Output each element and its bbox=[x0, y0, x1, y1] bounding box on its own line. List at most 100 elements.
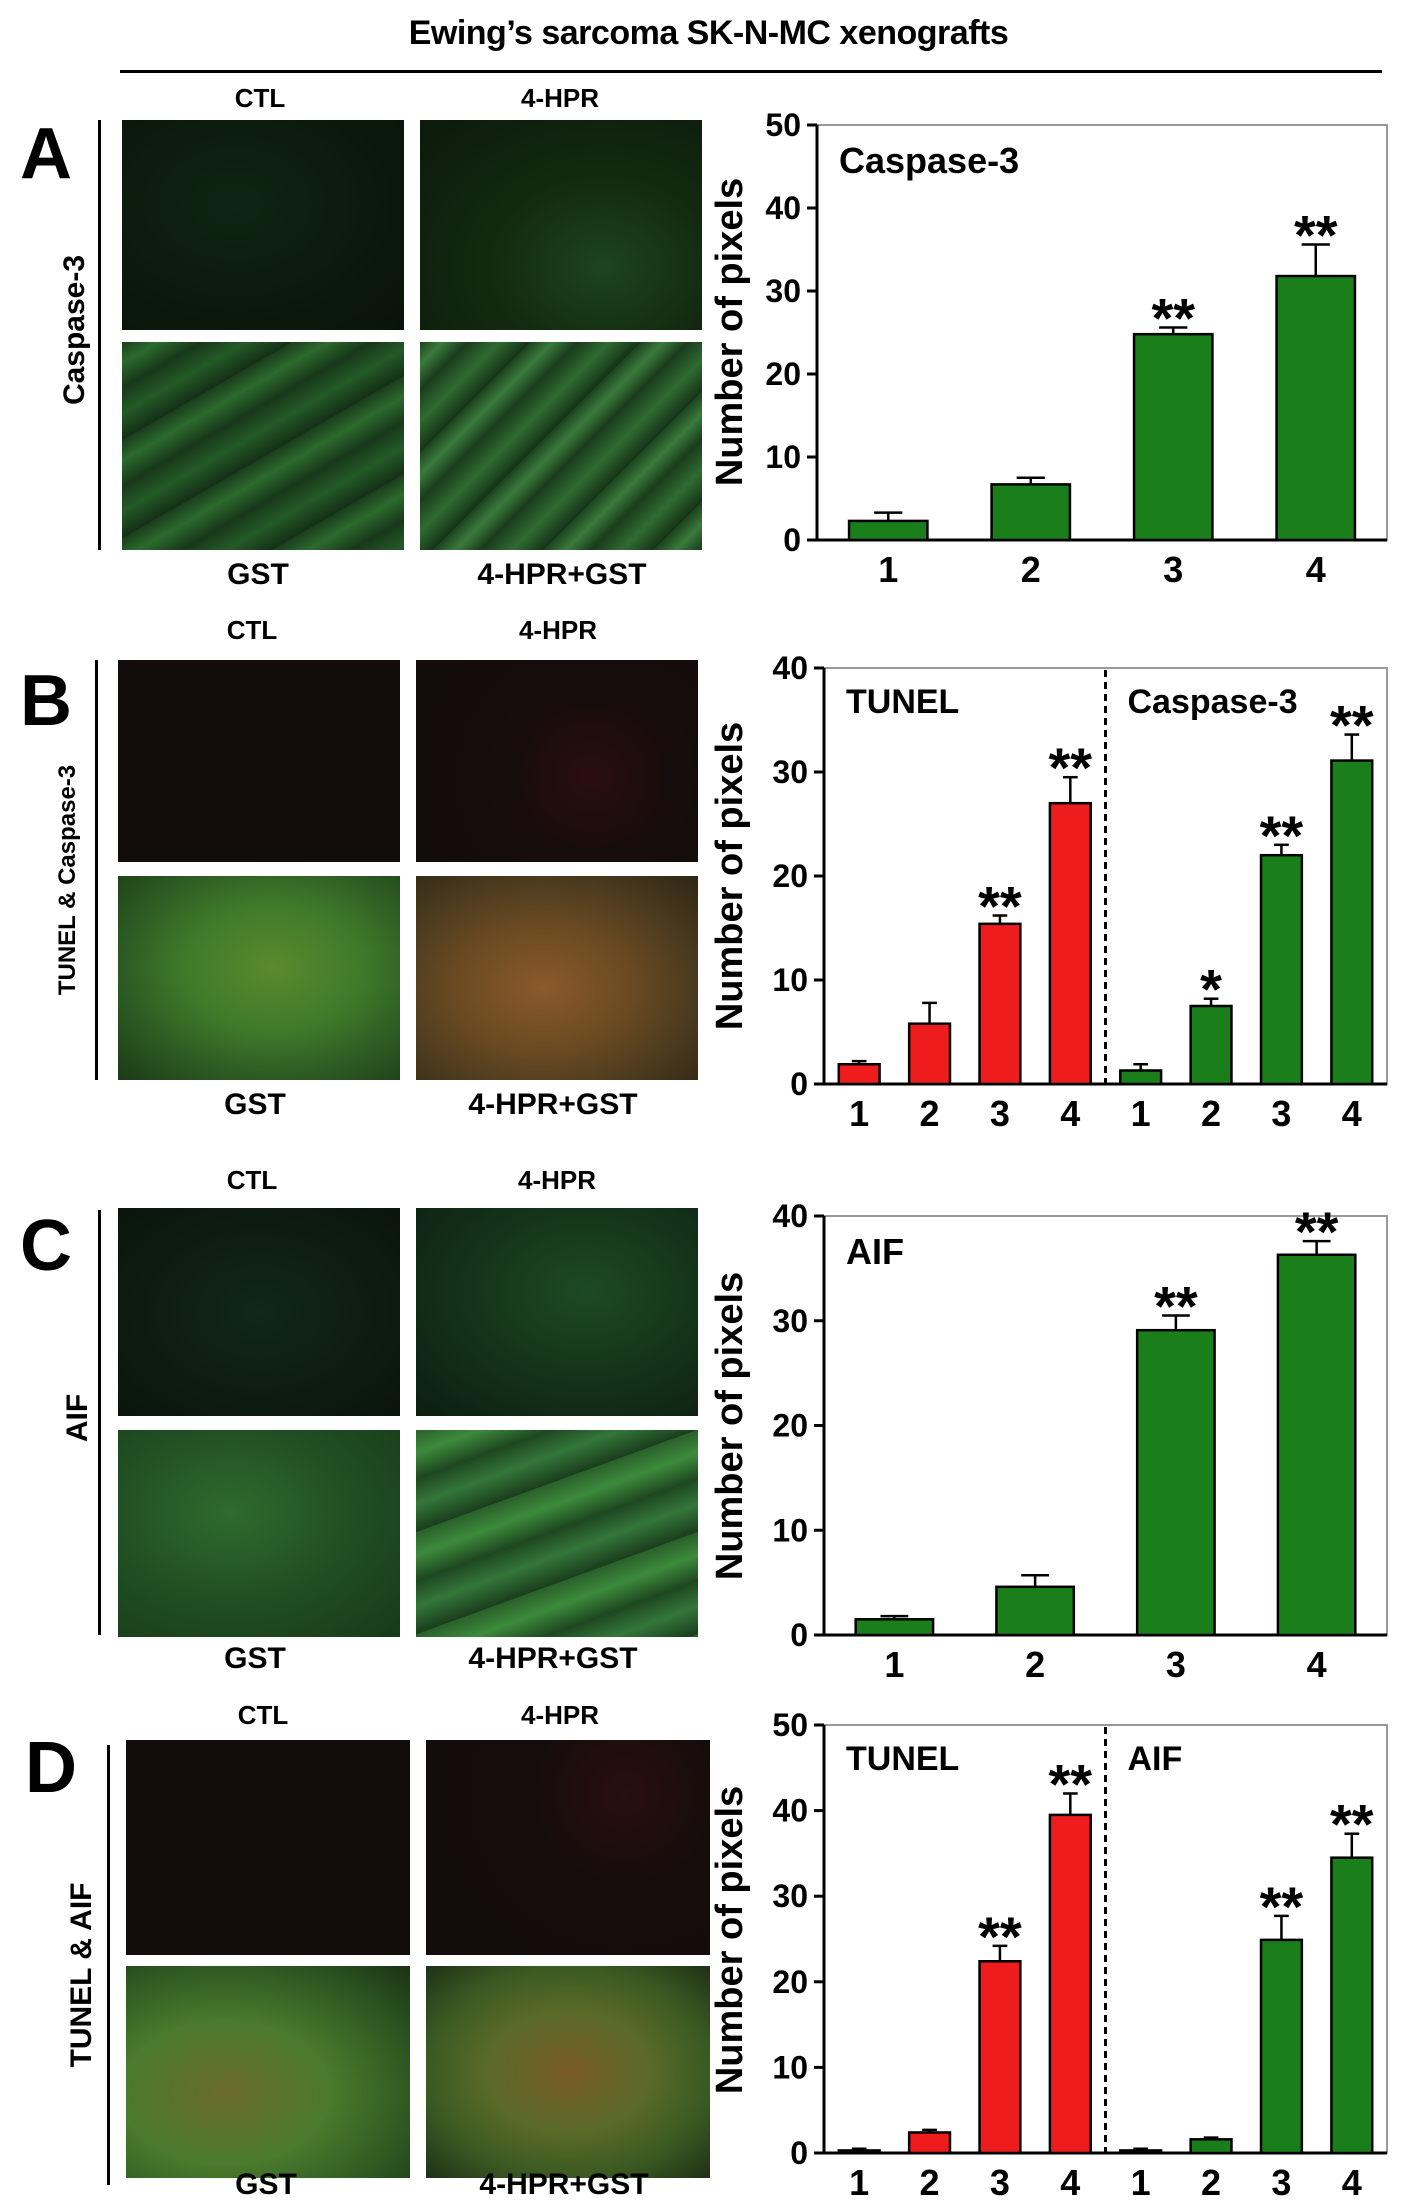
x-tick-label: 2 bbox=[1021, 549, 1041, 590]
y-tick-label: 30 bbox=[765, 273, 801, 309]
y-tick-label: 10 bbox=[772, 1512, 808, 1548]
y-tick-label: 0 bbox=[790, 1066, 808, 1102]
bar-chart-c: 0 10 20 30 40 Number of pixels AIF 1 2 3 ** 4 ** bbox=[712, 1198, 1388, 1685]
bar bbox=[978, 1960, 1022, 2155]
y-tick-label: 20 bbox=[772, 1964, 808, 2000]
y-tick-label: 40 bbox=[772, 650, 808, 686]
significance-marker: ** bbox=[1154, 1275, 1198, 1338]
significance-marker: ** bbox=[978, 1905, 1022, 1968]
micro-label-4hpr-gst: 4-HPR+GST bbox=[477, 558, 647, 591]
significance-marker: ** bbox=[1295, 1200, 1339, 1263]
y-tick-label: 40 bbox=[772, 1793, 808, 1829]
y-tick-label: 30 bbox=[772, 1878, 808, 1914]
y-tick-label: 20 bbox=[772, 858, 808, 894]
micro-label-ctl: CTL bbox=[237, 1700, 289, 1730]
micro-label-gst: GST bbox=[224, 1642, 286, 1675]
group-title: AIF bbox=[846, 1231, 904, 1272]
bar bbox=[995, 1585, 1076, 1637]
micrograph-4hpr-gst bbox=[426, 1966, 710, 2178]
bar bbox=[1275, 274, 1357, 542]
bar bbox=[1330, 759, 1374, 1086]
y-axis-label: Number of pixels bbox=[712, 722, 751, 1030]
y-tick-label: 0 bbox=[783, 522, 801, 558]
x-tick-label: 1 bbox=[884, 1644, 904, 1685]
panel-bracket-line bbox=[95, 660, 98, 1080]
micrograph-4hpr bbox=[416, 660, 698, 862]
micro-label-4hpr-gst: 4-HPR+GST bbox=[479, 2168, 649, 2201]
bar bbox=[1119, 1069, 1163, 1086]
significance-marker: ** bbox=[1260, 1875, 1304, 1938]
panel-letter: A bbox=[20, 114, 72, 194]
significance-marker: ** bbox=[978, 875, 1022, 938]
micro-label-4hpr: 4-HPR bbox=[520, 83, 600, 113]
significance-marker: ** bbox=[1260, 804, 1304, 867]
x-tick-label: 4 bbox=[1307, 1644, 1327, 1685]
micrograph-gst bbox=[118, 1430, 400, 1637]
micro-label-gst: GST bbox=[224, 1088, 286, 1121]
micrograph-4hpr bbox=[420, 120, 702, 330]
panel-b: B TUNEL & Caspase-3 CTL 4-HPR GST 4-HPR+… bbox=[20, 615, 1388, 1134]
y-tick-label: 40 bbox=[765, 190, 801, 226]
bar bbox=[837, 1062, 881, 1086]
x-tick-label: 2 bbox=[1025, 1644, 1045, 1685]
y-tick-label: 0 bbox=[790, 2135, 808, 2171]
panel-letter: C bbox=[20, 1206, 72, 1286]
micrograph-4hpr bbox=[416, 1208, 698, 1416]
micro-label-ctl: CTL bbox=[226, 615, 278, 645]
y-axis-label: Number of pixels bbox=[712, 1786, 751, 2094]
bar bbox=[847, 519, 929, 542]
bar bbox=[854, 1618, 935, 1637]
x-tick-label: 3 bbox=[1271, 1093, 1291, 1134]
significance-marker: ** bbox=[1294, 204, 1338, 267]
x-tick-label: 3 bbox=[1163, 549, 1183, 590]
micro-label-4hpr: 4-HPR bbox=[517, 1165, 597, 1195]
micro-label-4hpr: 4-HPR bbox=[520, 1700, 600, 1730]
micro-label-ctl: CTL bbox=[234, 83, 286, 113]
bar bbox=[1189, 1004, 1233, 1086]
significance-marker: * bbox=[1200, 958, 1222, 1021]
bar bbox=[1132, 332, 1214, 542]
bar bbox=[1259, 853, 1304, 1086]
title-rule bbox=[120, 70, 1382, 73]
y-tick-label: 30 bbox=[772, 1303, 808, 1339]
significance-marker: ** bbox=[1330, 1793, 1374, 1856]
micro-label-gst: GST bbox=[227, 558, 289, 591]
bar bbox=[1048, 801, 1092, 1086]
y-tick-label: 10 bbox=[772, 962, 808, 998]
x-tick-label: 4 bbox=[1060, 2162, 1080, 2200]
micrograph-4hpr-gst bbox=[420, 342, 702, 550]
significance-marker: ** bbox=[1330, 694, 1374, 757]
y-tick-label: 30 bbox=[772, 754, 808, 790]
x-tick-label: 1 bbox=[849, 1093, 869, 1134]
x-tick-label: 1 bbox=[1131, 2162, 1151, 2200]
y-axis-label: Number of pixels bbox=[712, 1272, 751, 1580]
bar bbox=[1276, 1253, 1357, 1637]
micrograph-ctl bbox=[122, 120, 404, 330]
panel-bracket-line bbox=[98, 1210, 101, 1635]
micrograph-ctl bbox=[118, 660, 400, 862]
x-tick-label: 1 bbox=[878, 549, 898, 590]
micrograph-4hpr-gst bbox=[416, 876, 698, 1080]
micrograph-ctl bbox=[118, 1208, 400, 1416]
y-tick-label: 20 bbox=[772, 1408, 808, 1444]
x-tick-label: 3 bbox=[1166, 1644, 1186, 1685]
group-title: AIF bbox=[1128, 1740, 1183, 1778]
panel-c: C AIF CTL 4-HPR GST 4-HPR+GST 0 10 20 30 40 N… bbox=[20, 1165, 1388, 1685]
micro-label-4hpr: 4-HPR bbox=[518, 615, 598, 645]
x-tick-label: 4 bbox=[1342, 1093, 1362, 1134]
micrograph-4hpr-gst bbox=[416, 1430, 698, 1637]
bar bbox=[907, 2131, 952, 2155]
bar bbox=[990, 483, 1072, 542]
x-tick-label: 4 bbox=[1306, 549, 1326, 590]
y-tick-label: 50 bbox=[772, 1707, 808, 1743]
micrograph-gst bbox=[126, 1966, 410, 2178]
x-tick-label: 4 bbox=[1342, 2162, 1362, 2200]
y-tick-label: 0 bbox=[790, 1617, 808, 1653]
bar bbox=[837, 2149, 881, 2155]
x-tick-label: 3 bbox=[990, 1093, 1010, 1134]
micro-label-4hpr-gst: 4-HPR+GST bbox=[468, 1642, 638, 1675]
significance-marker: ** bbox=[1151, 287, 1195, 350]
micrograph-ctl bbox=[126, 1740, 410, 1955]
micrograph-gst bbox=[122, 342, 404, 550]
